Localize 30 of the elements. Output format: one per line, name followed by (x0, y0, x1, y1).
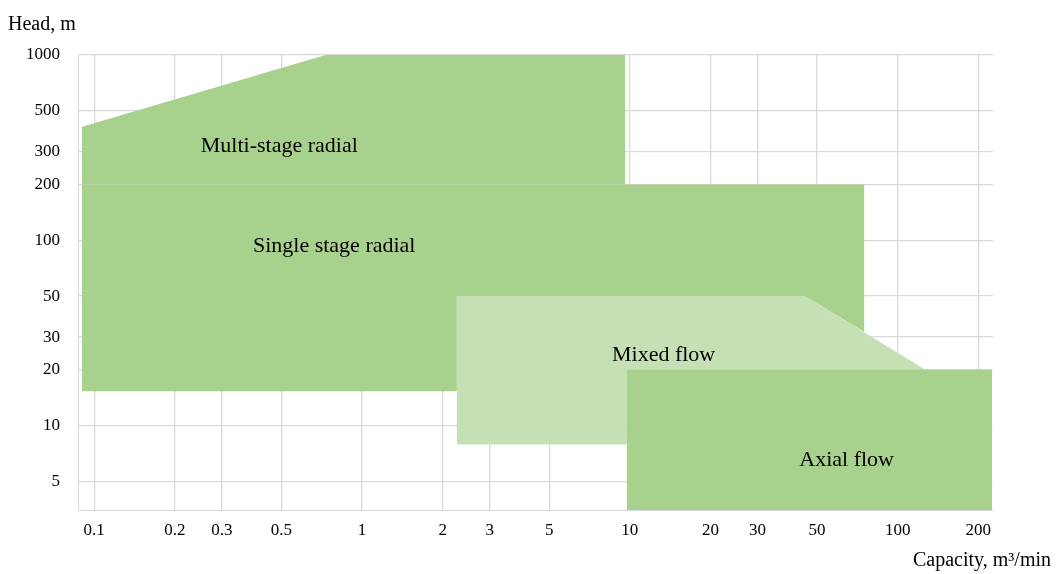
y-tick-label: 300 (34, 141, 60, 161)
x-tick-label: 1 (357, 519, 367, 539)
annotation: Mixed flow (611, 341, 716, 367)
x-tick-label: 50 (808, 519, 826, 539)
y-axis-title: Head, m (8, 12, 77, 34)
x-tick-label: 20 (701, 519, 719, 539)
y-tick-label: 100 (34, 229, 60, 249)
y-tick-label: 50 (43, 285, 60, 305)
annotation: Single stage radial (252, 231, 416, 257)
x-tick-label: 200 (965, 519, 992, 539)
x-tick-label: 30 (749, 519, 767, 539)
x-tick-label: 0.5 (270, 519, 293, 539)
x-tick-label: 0.1 (83, 519, 105, 539)
x-tick-label: 0.2 (164, 519, 186, 539)
y-tick-label: 200 (34, 173, 60, 193)
y-tick-label: 30 (43, 326, 60, 346)
x-tick-label: 0.3 (211, 519, 233, 539)
y-tick-label: 1000 (26, 44, 60, 64)
x-tick-label: 100 (884, 519, 911, 539)
x-axis-title: Capacity, m³/min (912, 548, 1051, 571)
x-tick-label: 5 (544, 519, 554, 539)
y-tick-label: 10 (43, 415, 60, 434)
y-tick-label: 500 (34, 100, 60, 120)
annotation: Axial flow (799, 445, 895, 471)
annotation: Multi-stage radial (200, 131, 358, 157)
y-tick-label: 5 (51, 470, 60, 490)
x-tick-label: 3 (485, 519, 495, 539)
x-tick-label: 10 (621, 519, 639, 539)
x-tick-label: 2 (438, 519, 447, 539)
y-tick-label: 20 (43, 359, 60, 379)
